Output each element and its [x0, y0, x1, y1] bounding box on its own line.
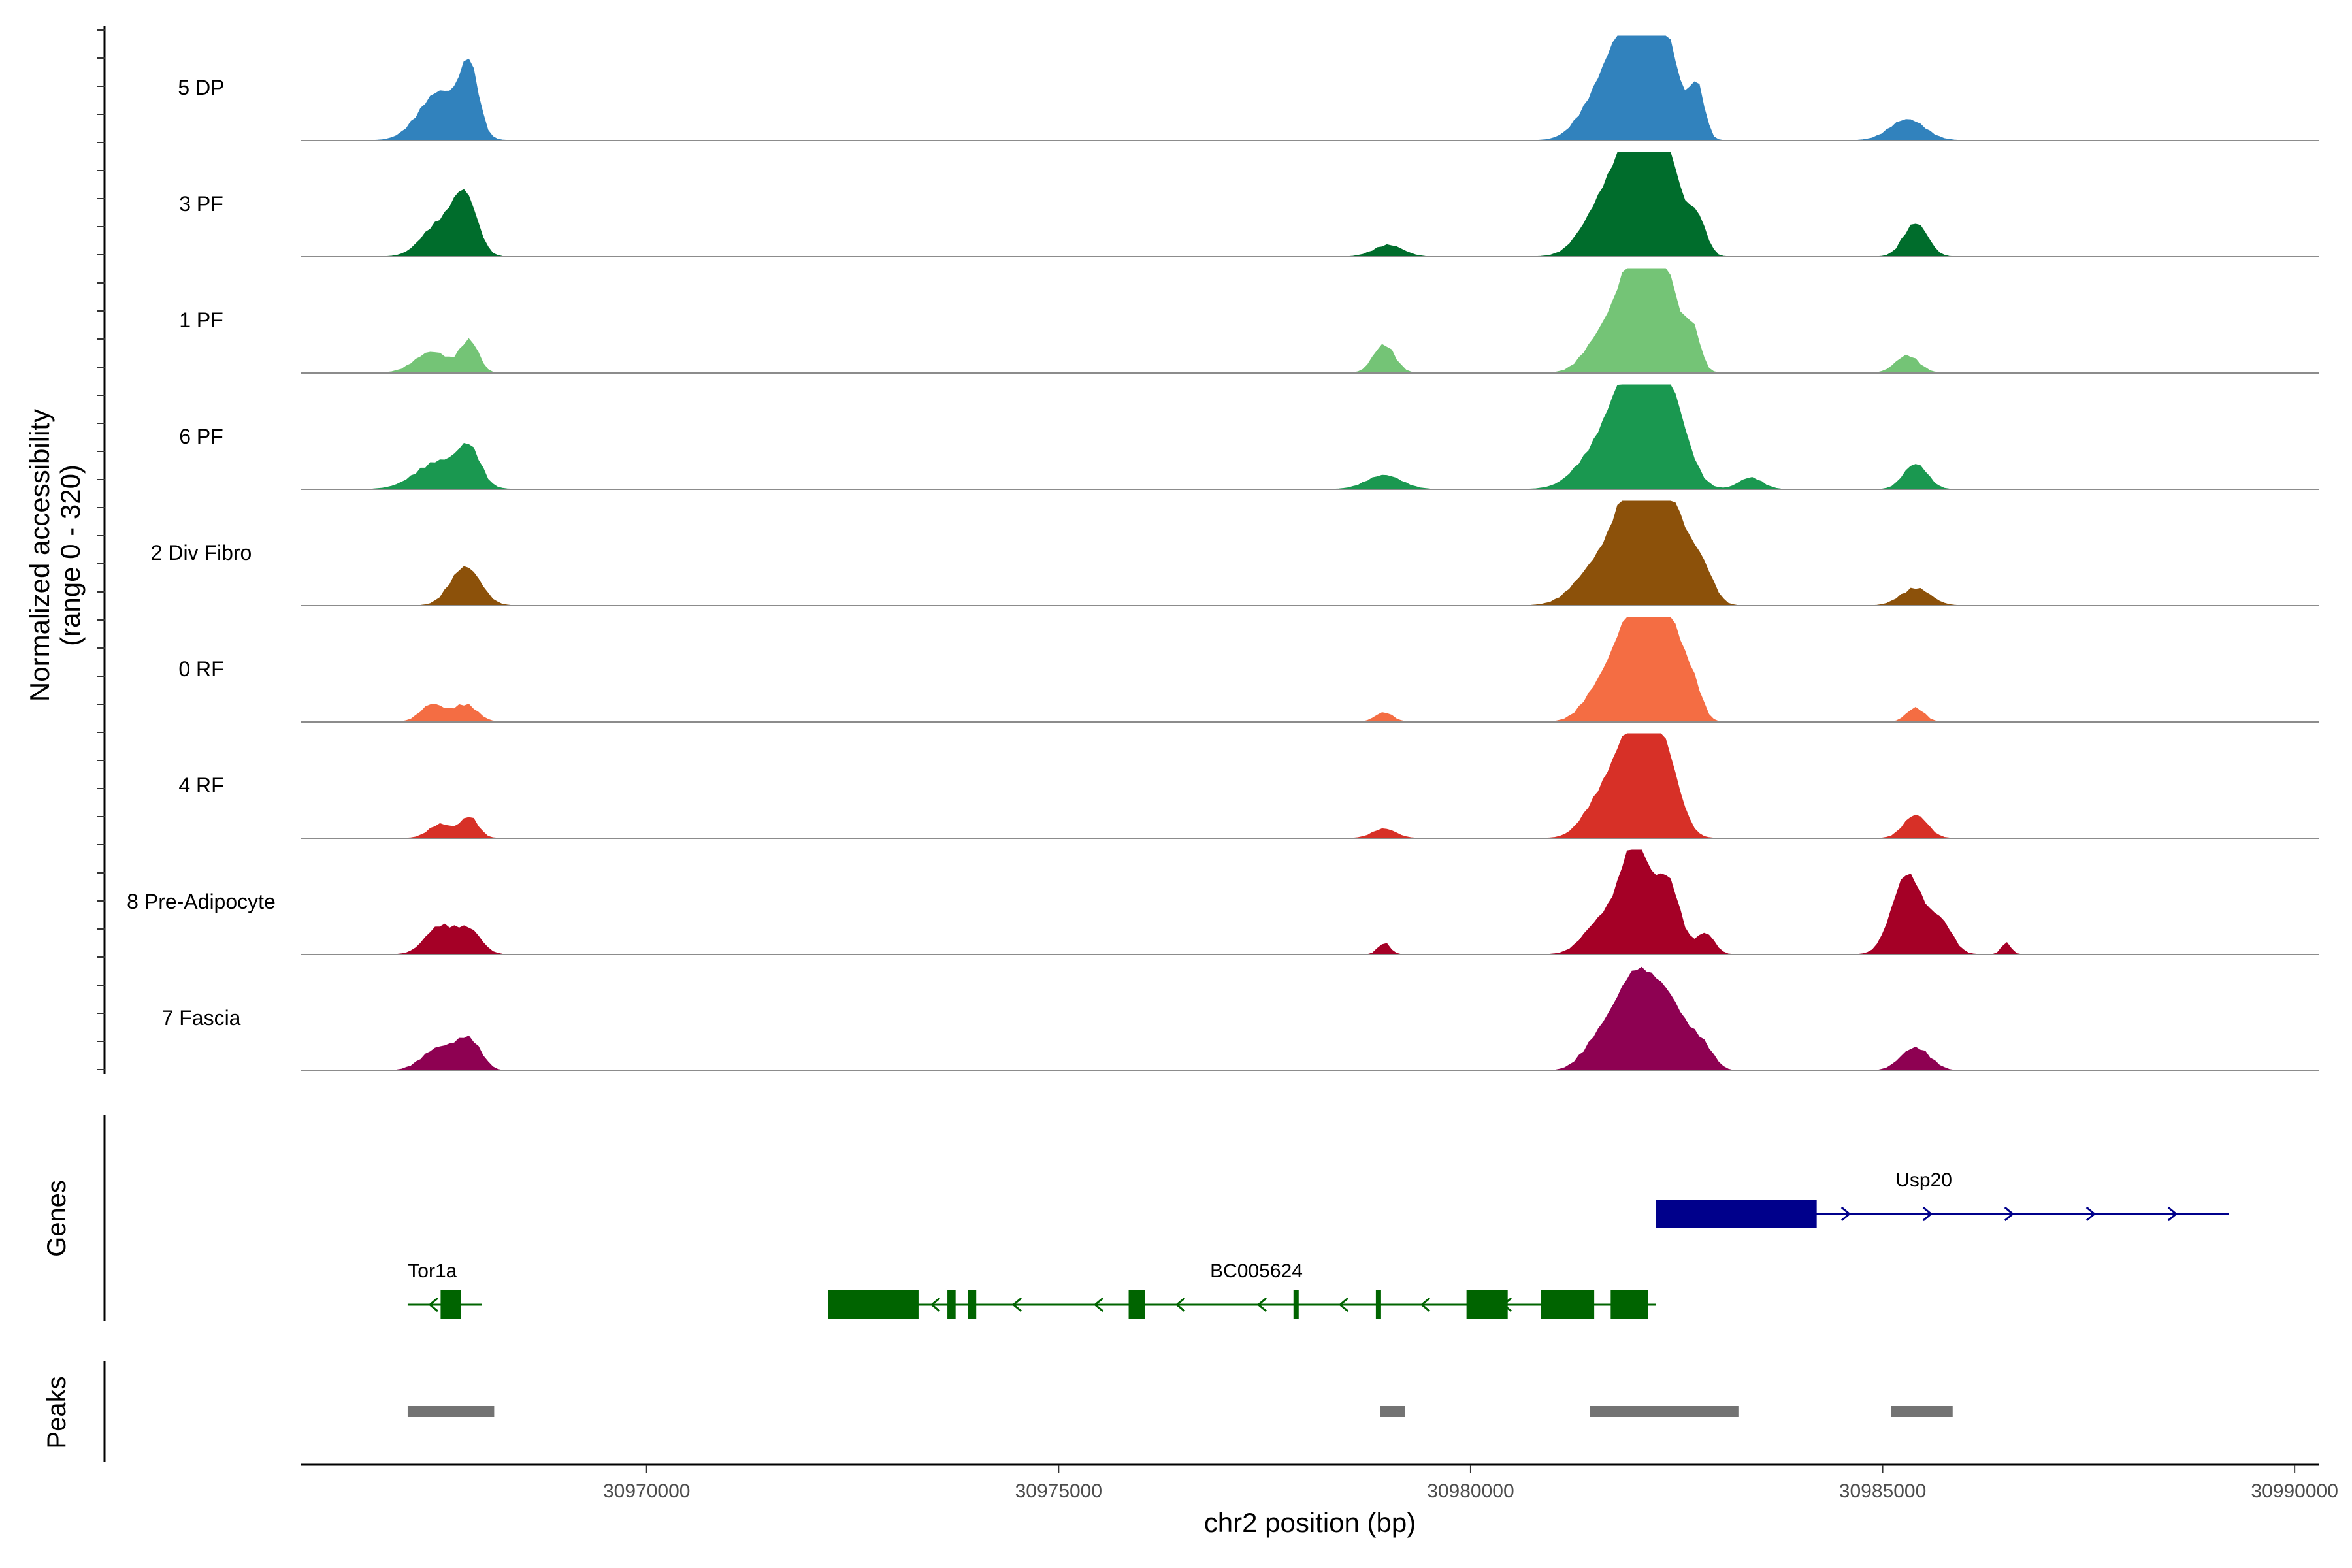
exon	[1293, 1290, 1299, 1319]
accessibility-y-axis	[97, 26, 106, 1074]
track-label: 7 Fascia	[162, 1006, 241, 1030]
x-tick-label: 30985000	[1839, 1480, 1926, 1502]
coverage-area	[301, 35, 2319, 141]
strand-arrow	[1922, 1206, 1933, 1222]
gene-bc005624: BC005624	[828, 1260, 1656, 1319]
coverage-area	[301, 268, 2319, 374]
exon	[1375, 1290, 1381, 1319]
coverage-area	[301, 617, 2319, 723]
strand-arrow	[2004, 1206, 2015, 1222]
strand-arrow	[930, 1297, 941, 1313]
y-axis-title: Normalized accessibility	[24, 409, 55, 702]
x-tick-label: 30980000	[1427, 1480, 1514, 1502]
exon	[1656, 1200, 1817, 1228]
track-label: 3 PF	[179, 192, 223, 216]
strand-arrow	[2167, 1206, 2178, 1222]
strand-arrow	[1256, 1297, 1267, 1313]
peak-region	[1590, 1406, 1739, 1417]
gene-label: BC005624	[1210, 1260, 1303, 1282]
exon	[440, 1290, 461, 1319]
exon	[968, 1290, 977, 1319]
track-label: 2 Div Fibro	[151, 541, 252, 564]
strand-arrow	[1420, 1297, 1431, 1313]
y-axis-range: (range 0 - 320)	[55, 465, 86, 646]
peak-region	[407, 1406, 495, 1417]
strand-arrow	[1011, 1297, 1022, 1313]
exon	[828, 1290, 919, 1319]
gene-label: Usp20	[1895, 1169, 1952, 1191]
coverage-area	[301, 733, 2319, 839]
strand-arrow	[1338, 1297, 1349, 1313]
coverage-area	[301, 849, 2319, 955]
track-label: 4 RF	[178, 774, 223, 797]
x-axis: 30970000 30975000 30980000 30985000 30990000	[301, 1463, 2338, 1502]
genes-panel: Usp20 BC005624 Tor1a	[407, 1169, 2229, 1319]
track-7-fascia: 7 Fascia	[162, 966, 2319, 1071]
track-6-pf: 6 PF	[179, 384, 2319, 490]
track-5-dp: 5 DP	[178, 35, 2319, 141]
gene-label: Tor1a	[408, 1260, 457, 1282]
coverage-tracks: 5 DP 3 PF 1 PF 6 PF 2 Div Fibro 0 RF 4 RF 8 Pre…	[127, 35, 2319, 1071]
strand-arrow	[1840, 1206, 1852, 1222]
track-3-pf: 3 PF	[179, 152, 2319, 257]
strand-arrow	[1175, 1297, 1186, 1313]
exon	[947, 1290, 956, 1319]
coverage-area	[301, 384, 2319, 490]
exon	[1466, 1290, 1508, 1319]
peaks-panel-title: Peaks	[42, 1376, 71, 1448]
track-label: 0 RF	[178, 657, 223, 681]
gene-tor1a: Tor1a	[407, 1260, 482, 1319]
exon	[1128, 1290, 1145, 1319]
peak-region	[1380, 1406, 1405, 1417]
strand-arrow	[2085, 1206, 2097, 1222]
genes-panel-title: Genes	[42, 1180, 71, 1257]
track-2-div-fibro: 2 Div Fibro	[151, 500, 2319, 606]
exon	[1541, 1290, 1595, 1319]
strand-arrow	[1093, 1297, 1104, 1313]
exon	[1610, 1290, 1648, 1319]
track-1-pf: 1 PF	[179, 268, 2319, 374]
strand-arrow	[428, 1297, 438, 1313]
peak-region	[1891, 1406, 1953, 1417]
peaks-panel	[407, 1406, 1953, 1417]
track-4-rf: 4 RF	[178, 733, 2319, 839]
track-label: 5 DP	[178, 76, 224, 99]
track-8-pre-adipocyte: 8 Pre-Adipocyte	[127, 849, 2319, 955]
coverage-area	[301, 500, 2319, 606]
x-axis-title: chr2 position (bp)	[1204, 1507, 1416, 1538]
track-label: 6 PF	[179, 425, 223, 448]
x-tick-label: 30975000	[1015, 1480, 1102, 1502]
track-label: 1 PF	[179, 308, 223, 332]
coverage-area	[301, 966, 2319, 1071]
track-0-rf: 0 RF	[178, 617, 2319, 723]
track-label: 8 Pre-Adipocyte	[127, 890, 276, 913]
gene-usp20: Usp20	[1656, 1169, 2229, 1228]
x-tick-label: 30990000	[2251, 1480, 2338, 1502]
coverage-area	[301, 152, 2319, 257]
x-tick-label: 30970000	[603, 1480, 690, 1502]
